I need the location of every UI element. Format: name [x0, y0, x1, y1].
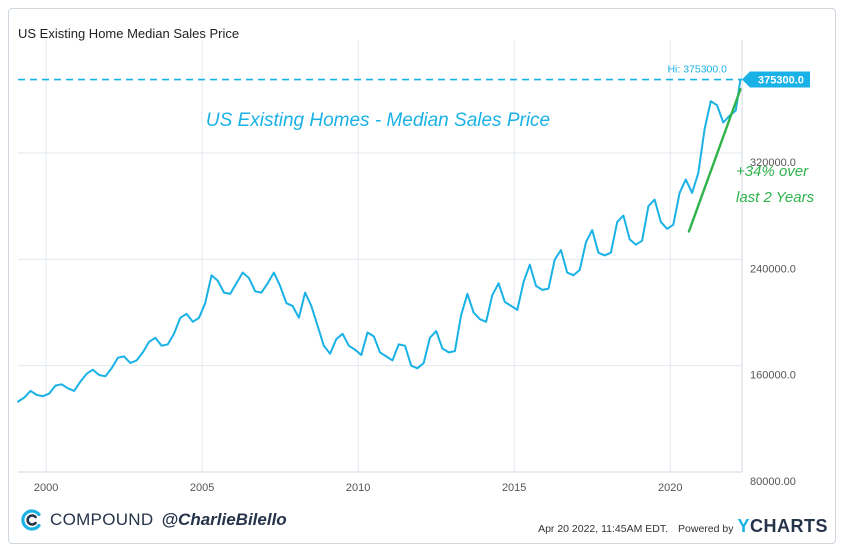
y-axis: 80000.00 160000.0 240000.0 320000.0 — [750, 157, 796, 488]
trend-annotation-line1: +34% over — [736, 163, 809, 180]
x-tick-label: 2020 — [658, 482, 682, 494]
trend-annotation-line2: last 2 Years — [736, 189, 815, 206]
compound-logo-icon — [21, 509, 41, 531]
footer-credits: Apr 20 2022, 11:45AM EDT. Powered by YCH… — [538, 516, 828, 537]
x-axis: 2000 2005 2010 2015 2020 — [34, 482, 683, 494]
annotation-title: US Existing Homes - Median Sales Price — [206, 110, 550, 131]
compound-logo: COMPOUND @CharlieBilello — [20, 508, 287, 532]
chart-frame — [8, 8, 836, 544]
hi-badge-value: 375300.0 — [758, 75, 804, 87]
author-handle: @CharlieBilello — [161, 510, 287, 529]
x-tick-label: 2005 — [190, 482, 214, 494]
hi-marker: Hi: 375300.0 375300.0 — [18, 64, 810, 88]
y-tick-label: 240000.0 — [750, 263, 796, 275]
grid-layer — [18, 40, 743, 473]
ycharts-logo-y: Y — [737, 516, 750, 536]
y-tick-label: 160000.0 — [750, 370, 796, 382]
series-layer — [17, 78, 742, 403]
series-line — [17, 78, 742, 403]
hi-label: Hi: 375300.0 — [667, 64, 727, 76]
brand-name: COMPOUND — [50, 510, 154, 529]
ycharts-logo-text: CHARTS — [750, 516, 828, 536]
x-tick-label: 2015 — [502, 482, 526, 494]
x-tick-label: 2000 — [34, 482, 58, 494]
timestamp: Apr 20 2022, 11:45AM EDT. — [538, 523, 669, 535]
y-tick-label: 80000.00 — [750, 476, 796, 488]
trend-line — [687, 88, 742, 233]
annotation-layer: US Existing Homes - Median Sales Price +3… — [206, 88, 815, 233]
y-tick-label: 320000.0 — [750, 157, 796, 169]
hi-badge — [742, 71, 810, 88]
ycharts-logo: YCHARTS — [737, 516, 828, 537]
chart-title: US Existing Home Median Sales Price — [18, 26, 240, 41]
x-tick-label: 2010 — [346, 482, 370, 494]
powered-by-label: Powered by — [678, 523, 734, 535]
